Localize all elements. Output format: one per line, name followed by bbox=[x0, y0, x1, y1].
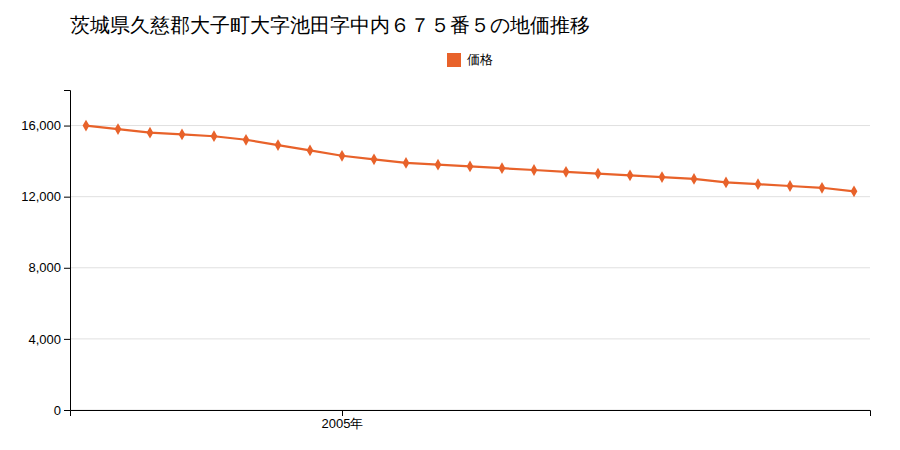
grid-line bbox=[70, 125, 870, 126]
line bbox=[86, 126, 854, 192]
marker bbox=[307, 145, 314, 157]
grid bbox=[70, 126, 870, 410]
marker bbox=[243, 134, 250, 146]
marker bbox=[531, 164, 538, 176]
marker bbox=[691, 173, 698, 185]
tick: 12,000 bbox=[21, 189, 70, 204]
marker bbox=[819, 182, 826, 194]
marker bbox=[851, 185, 858, 197]
marker bbox=[627, 169, 634, 181]
marker bbox=[115, 123, 122, 135]
tick: 2005年 bbox=[322, 410, 364, 431]
x-axis: 2005年 bbox=[71, 410, 871, 431]
tick: 0 bbox=[54, 403, 70, 418]
marker bbox=[211, 130, 218, 142]
legend: 価格 bbox=[447, 52, 493, 67]
tick-mark bbox=[64, 339, 70, 340]
tick-mark bbox=[64, 268, 70, 269]
marker bbox=[147, 127, 154, 139]
marker bbox=[275, 139, 282, 151]
axis-line bbox=[71, 411, 871, 417]
tick: 8,000 bbox=[28, 260, 70, 275]
tick: 16,000 bbox=[21, 118, 70, 133]
legend-swatch bbox=[447, 53, 461, 67]
marker bbox=[499, 162, 506, 174]
legend-label: 価格 bbox=[467, 52, 493, 67]
grid-line bbox=[70, 196, 870, 197]
tick-mark bbox=[342, 410, 343, 416]
tick-mark bbox=[64, 410, 70, 411]
tick: 4,000 bbox=[28, 332, 70, 347]
marker bbox=[563, 166, 570, 178]
marker bbox=[755, 178, 762, 190]
grid-line bbox=[70, 267, 870, 268]
grid-line bbox=[70, 338, 870, 339]
tick-label: 12,000 bbox=[21, 189, 61, 204]
tick-mark bbox=[64, 197, 70, 198]
tick-label: 8,000 bbox=[28, 260, 61, 275]
marker bbox=[723, 177, 730, 189]
marker bbox=[403, 157, 410, 169]
tick-label: 0 bbox=[54, 403, 61, 418]
y-axis: 0 4,000 8,000 12,000 16,000 bbox=[21, 91, 70, 418]
marker bbox=[659, 171, 666, 183]
marker bbox=[83, 120, 90, 132]
marker bbox=[435, 159, 442, 171]
tick-mark bbox=[64, 126, 70, 127]
tick-label: 4,000 bbox=[28, 332, 61, 347]
marker bbox=[595, 168, 602, 180]
marker bbox=[371, 153, 378, 165]
axis-line bbox=[64, 91, 71, 411]
marker bbox=[787, 180, 794, 192]
legend-item: 価格 bbox=[447, 52, 493, 67]
marker bbox=[179, 129, 186, 141]
tick-label: 16,000 bbox=[21, 118, 61, 133]
plot-area: 0 4,000 8,000 12,000 16,000 2005年 bbox=[21, 91, 870, 432]
chart: 茨城県久慈郡大子町大字池田字中内６７５番５の地価推移 0 4,000 8,000 12,… bbox=[0, 0, 900, 450]
marker bbox=[339, 150, 346, 162]
marker bbox=[467, 161, 474, 173]
marks bbox=[83, 120, 858, 198]
tick-label: 2005年 bbox=[322, 416, 364, 431]
title: 茨城県久慈郡大子町大字池田字中内６７５番５の地価推移 bbox=[70, 13, 590, 37]
